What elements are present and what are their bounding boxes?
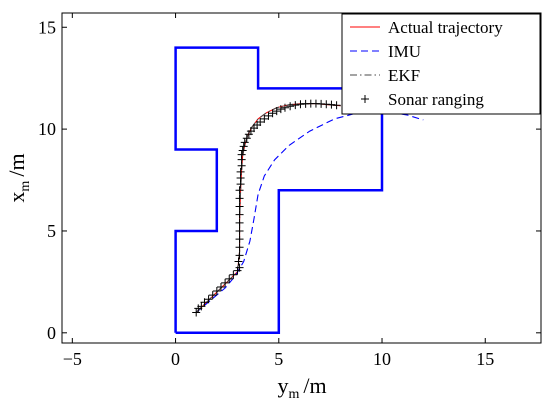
sonar-point: [235, 251, 244, 260]
plot-frame: [61, 12, 542, 344]
sonar-point: [235, 263, 244, 272]
y-axis-label: xm/m: [4, 153, 33, 202]
sonar-point: [260, 114, 269, 123]
sonar-point: [221, 278, 230, 287]
sonar-point: [237, 150, 246, 159]
sonar-point: [240, 138, 249, 147]
sonar-point: [276, 105, 285, 114]
sonar-point: [216, 282, 225, 291]
sonar-point: [208, 291, 217, 300]
sonar-point: [235, 202, 244, 211]
x-axis-label-main: y: [277, 373, 288, 398]
x-axis-label: ym/m: [277, 373, 326, 402]
sonar-point: [268, 109, 277, 118]
sonar-point: [235, 210, 244, 219]
sonar-point: [197, 302, 206, 311]
x-tick-label: 10: [373, 349, 391, 369]
x-tick-label: 15: [476, 349, 494, 369]
sonar-point: [286, 102, 295, 111]
sonar-point: [235, 194, 244, 203]
sonar-point: [204, 295, 213, 304]
y-axis-label-main: x: [4, 192, 29, 203]
y-axis-label-sub: m: [18, 181, 33, 192]
sonar-point: [200, 298, 209, 307]
sonar-point: [332, 101, 341, 110]
sonar-point: [327, 100, 336, 109]
series-sonar-ranging: [192, 99, 341, 317]
sonar-point: [229, 270, 238, 279]
sonar-point: [291, 101, 300, 110]
legend-label: EKF: [388, 66, 420, 85]
sonar-point: [235, 218, 244, 227]
y-tick-label: 10: [38, 119, 56, 139]
sonar-point: [256, 117, 265, 126]
x-tick-label: 0: [171, 349, 180, 369]
sonar-point: [235, 243, 244, 252]
series-layer: [192, 99, 424, 317]
legend-label: IMU: [388, 42, 421, 61]
y-tick-label: 0: [47, 323, 56, 343]
sonar-point: [264, 111, 273, 120]
sonar-point: [280, 103, 289, 112]
sonar-point: [212, 287, 221, 296]
x-axis-label-sub: m: [288, 387, 299, 402]
tick-labels: −5 0 5 10 15 0 5 10 15: [38, 17, 494, 369]
x-tick-label: −5: [63, 349, 82, 369]
boundary-outline: [174, 46, 384, 335]
y-axis-label-unit: /m: [4, 153, 29, 176]
sonar-point: [192, 308, 201, 317]
sonar-point: [272, 107, 281, 116]
sonar-point: [242, 134, 251, 143]
sonar-point: [239, 142, 248, 151]
y-tick-label: 15: [38, 17, 56, 37]
legend-label: Sonar ranging: [388, 90, 484, 109]
boundary-layer: [174, 46, 384, 335]
legend-label: Actual trajectory: [388, 18, 503, 37]
legend-box: [341, 13, 541, 115]
sonar-point: [235, 235, 244, 244]
sonar-point: [225, 274, 234, 283]
legend-swatch: [361, 95, 369, 103]
y-tick-label: 5: [47, 221, 56, 241]
sonar-point: [235, 226, 244, 235]
sonar-point: [235, 186, 244, 195]
sonar-point: [234, 257, 243, 266]
x-tick-label: 5: [274, 349, 283, 369]
sonar-point: [236, 167, 245, 176]
sonar-point: [238, 146, 247, 155]
legend: Actual trajectory IMU EKF Sonar ranging: [341, 13, 541, 115]
x-axis-label-unit: /m: [303, 373, 326, 398]
